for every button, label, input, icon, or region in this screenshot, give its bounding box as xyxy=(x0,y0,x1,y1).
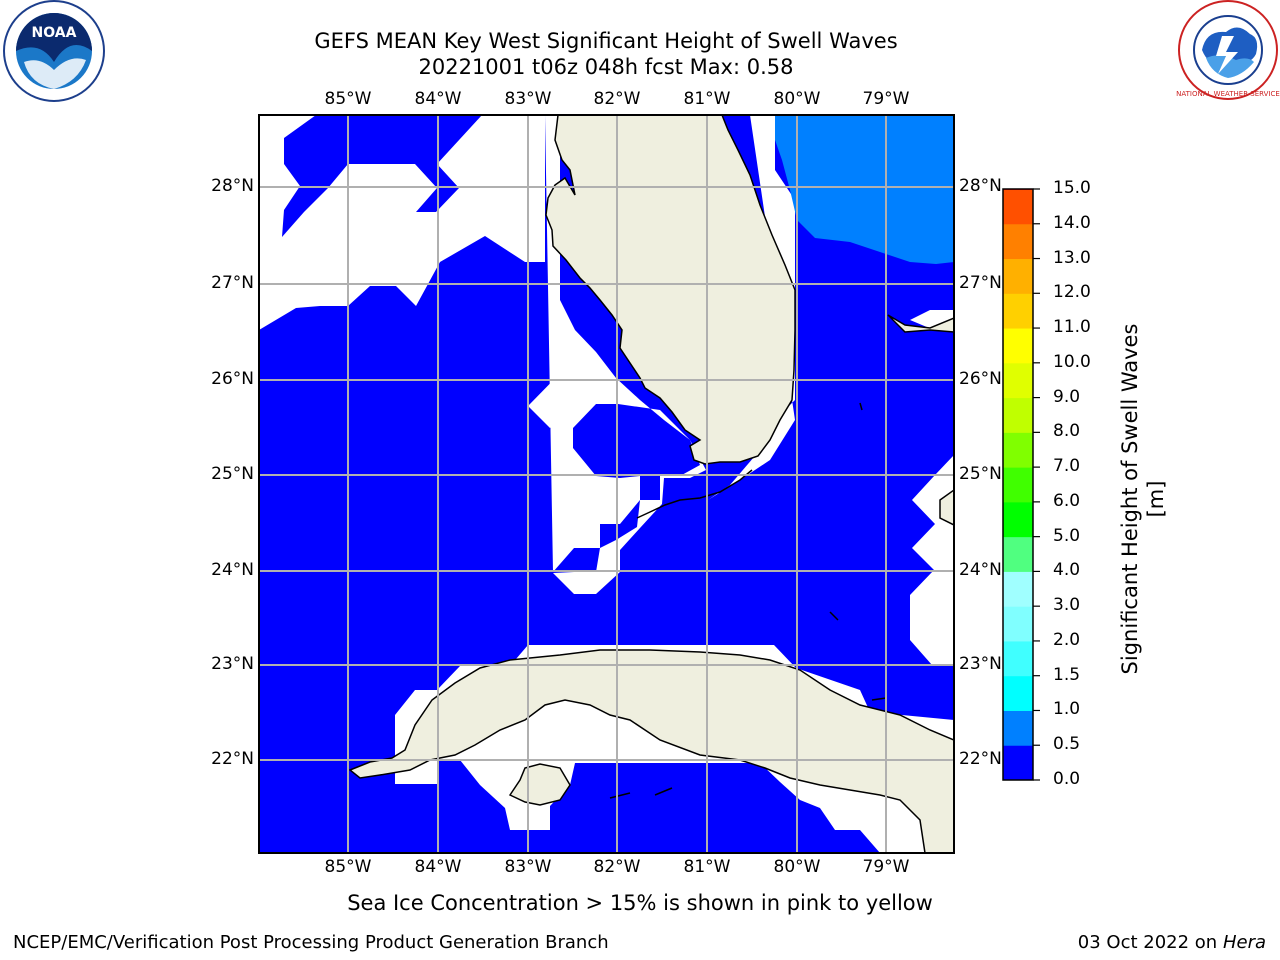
colorbar-band xyxy=(1003,467,1033,503)
map-frame xyxy=(258,114,955,854)
colorbar-band xyxy=(1003,571,1033,607)
colorbar-tick-label: 10.0 xyxy=(1053,351,1091,372)
footer-date-text: 03 Oct 2022 on xyxy=(1077,932,1223,953)
lon-label-bottom: 85°W xyxy=(324,857,372,877)
colorbar-tickmarks xyxy=(1033,188,1040,781)
lat-label-right: 24°N xyxy=(959,560,1002,580)
lat-label-right: 22°N xyxy=(959,749,1002,769)
footer-host: Hera xyxy=(1222,932,1266,953)
colorbar-band xyxy=(1003,328,1033,364)
map-grid xyxy=(259,115,954,853)
colorbar-tick-label: 15.0 xyxy=(1053,178,1091,198)
colorbar-tick-label: 5.0 xyxy=(1053,525,1081,546)
colorbar-band xyxy=(1003,432,1033,468)
florida-keys xyxy=(636,469,753,519)
colorbar-band xyxy=(1003,362,1033,399)
lon-label-top: 83°W xyxy=(504,89,552,109)
white-region-bahamas xyxy=(910,310,954,665)
colorbar-tick-label: 9.0 xyxy=(1053,386,1081,407)
colorbar-frame xyxy=(1002,188,1034,781)
swell-region-0-5m xyxy=(775,115,954,264)
colorbar-band xyxy=(1003,710,1033,746)
colorbar-band xyxy=(1003,536,1033,572)
lon-label-top: 81°W xyxy=(683,89,731,109)
nws-logo: NATIONAL WEATHER SERVICE xyxy=(1176,0,1280,100)
lon-label-bottom: 83°W xyxy=(504,857,552,877)
lat-label-left: 24°N xyxy=(211,560,254,580)
colorbar-band xyxy=(1003,258,1033,294)
colorbar-tick-label: 12.0 xyxy=(1053,282,1091,303)
colorbar-band xyxy=(1003,189,1033,225)
lon-label-bottom: 81°W xyxy=(683,857,731,877)
isla-juventud-land xyxy=(508,763,571,806)
lat-label-right: 28°N xyxy=(959,176,1002,196)
lon-label-bottom: 84°W xyxy=(414,857,462,877)
lon-label-bottom: 80°W xyxy=(773,857,821,877)
colorbar-tick-label: 13.0 xyxy=(1053,247,1091,268)
colorbar-tick-label: 2.0 xyxy=(1053,629,1081,650)
colorbar-tick-label: 6.0 xyxy=(1053,490,1081,511)
colorbar-tick-label: 4.0 xyxy=(1053,560,1081,581)
colorbar-tick-label: 0.5 xyxy=(1053,734,1081,755)
svg-text:NATIONAL WEATHER SERVICE: NATIONAL WEATHER SERVICE xyxy=(1176,90,1280,98)
colorbar-band xyxy=(1003,501,1033,538)
lon-label-bottom: 79°W xyxy=(862,857,910,877)
small-islands xyxy=(609,402,887,799)
lat-label-left: 25°N xyxy=(211,464,254,484)
cuba-land xyxy=(348,649,954,853)
chart-title: GEFS MEAN Key West Significant Height of… xyxy=(314,29,898,53)
lat-label-left: 27°N xyxy=(211,273,254,293)
florida-land xyxy=(545,115,796,465)
colorbar-tick-label: 11.0 xyxy=(1053,317,1091,338)
lon-label-top: 79°W xyxy=(862,89,910,109)
colorbar-tick-label: 14.0 xyxy=(1053,212,1091,233)
white-region-nw-gulf xyxy=(259,115,545,330)
sea-ice-note: Sea Ice Concentration > 15% is shown in … xyxy=(347,891,933,915)
lat-label-left: 26°N xyxy=(211,369,254,389)
lat-label-left: 22°N xyxy=(211,749,254,769)
colorbar-tick-label: 7.0 xyxy=(1053,456,1081,477)
colorbar-tick-label: 1.5 xyxy=(1053,664,1081,685)
lon-label-top: 84°W xyxy=(414,89,462,109)
lon-label-bottom: 82°W xyxy=(593,857,641,877)
bahamas-land xyxy=(887,314,954,526)
colorbar-tick-label: 8.0 xyxy=(1053,421,1081,442)
lat-label-left: 23°N xyxy=(211,654,254,674)
lon-label-top: 80°W xyxy=(773,89,821,109)
chart-subtitle: 20221001 t06z 048h fcst Max: 0.58 xyxy=(418,55,794,79)
colorbar-tick-label: 0.0 xyxy=(1053,769,1081,789)
colorbar-band xyxy=(1003,606,1033,642)
lat-label-right: 26°N xyxy=(959,369,1002,389)
colorbar-band xyxy=(1003,640,1033,677)
colorbar-band xyxy=(1003,397,1033,433)
lat-label-right: 25°N xyxy=(959,464,1002,484)
lon-label-top: 82°W xyxy=(593,89,641,109)
colorbar-tick-label: 1.0 xyxy=(1053,699,1081,720)
white-patch-gulf xyxy=(528,360,596,428)
colorbar-band xyxy=(1003,745,1033,781)
footer-credit: NCEP/EMC/Verification Post Processing Pr… xyxy=(13,932,609,953)
colorbar xyxy=(1003,189,1033,781)
lon-label-top: 85°W xyxy=(324,89,372,109)
colorbar-band xyxy=(1003,223,1033,260)
colorbar-band xyxy=(1003,675,1033,711)
colorbar-tick-label: 3.0 xyxy=(1053,595,1081,616)
lat-label-right: 27°N xyxy=(959,273,1002,293)
lat-label-right: 23°N xyxy=(959,654,1002,674)
lat-label-left: 28°N xyxy=(211,176,254,196)
colorbar-band xyxy=(1003,293,1033,329)
svg-text:NOAA: NOAA xyxy=(32,25,77,41)
footer-date: 03 Oct 2022 on Hera xyxy=(1078,932,1266,953)
white-region-atlantic-coast xyxy=(708,115,795,500)
noaa-logo: NOAA xyxy=(3,0,105,102)
colorbar-label: Significant Height of Swell Waves [m] xyxy=(1118,323,1168,675)
